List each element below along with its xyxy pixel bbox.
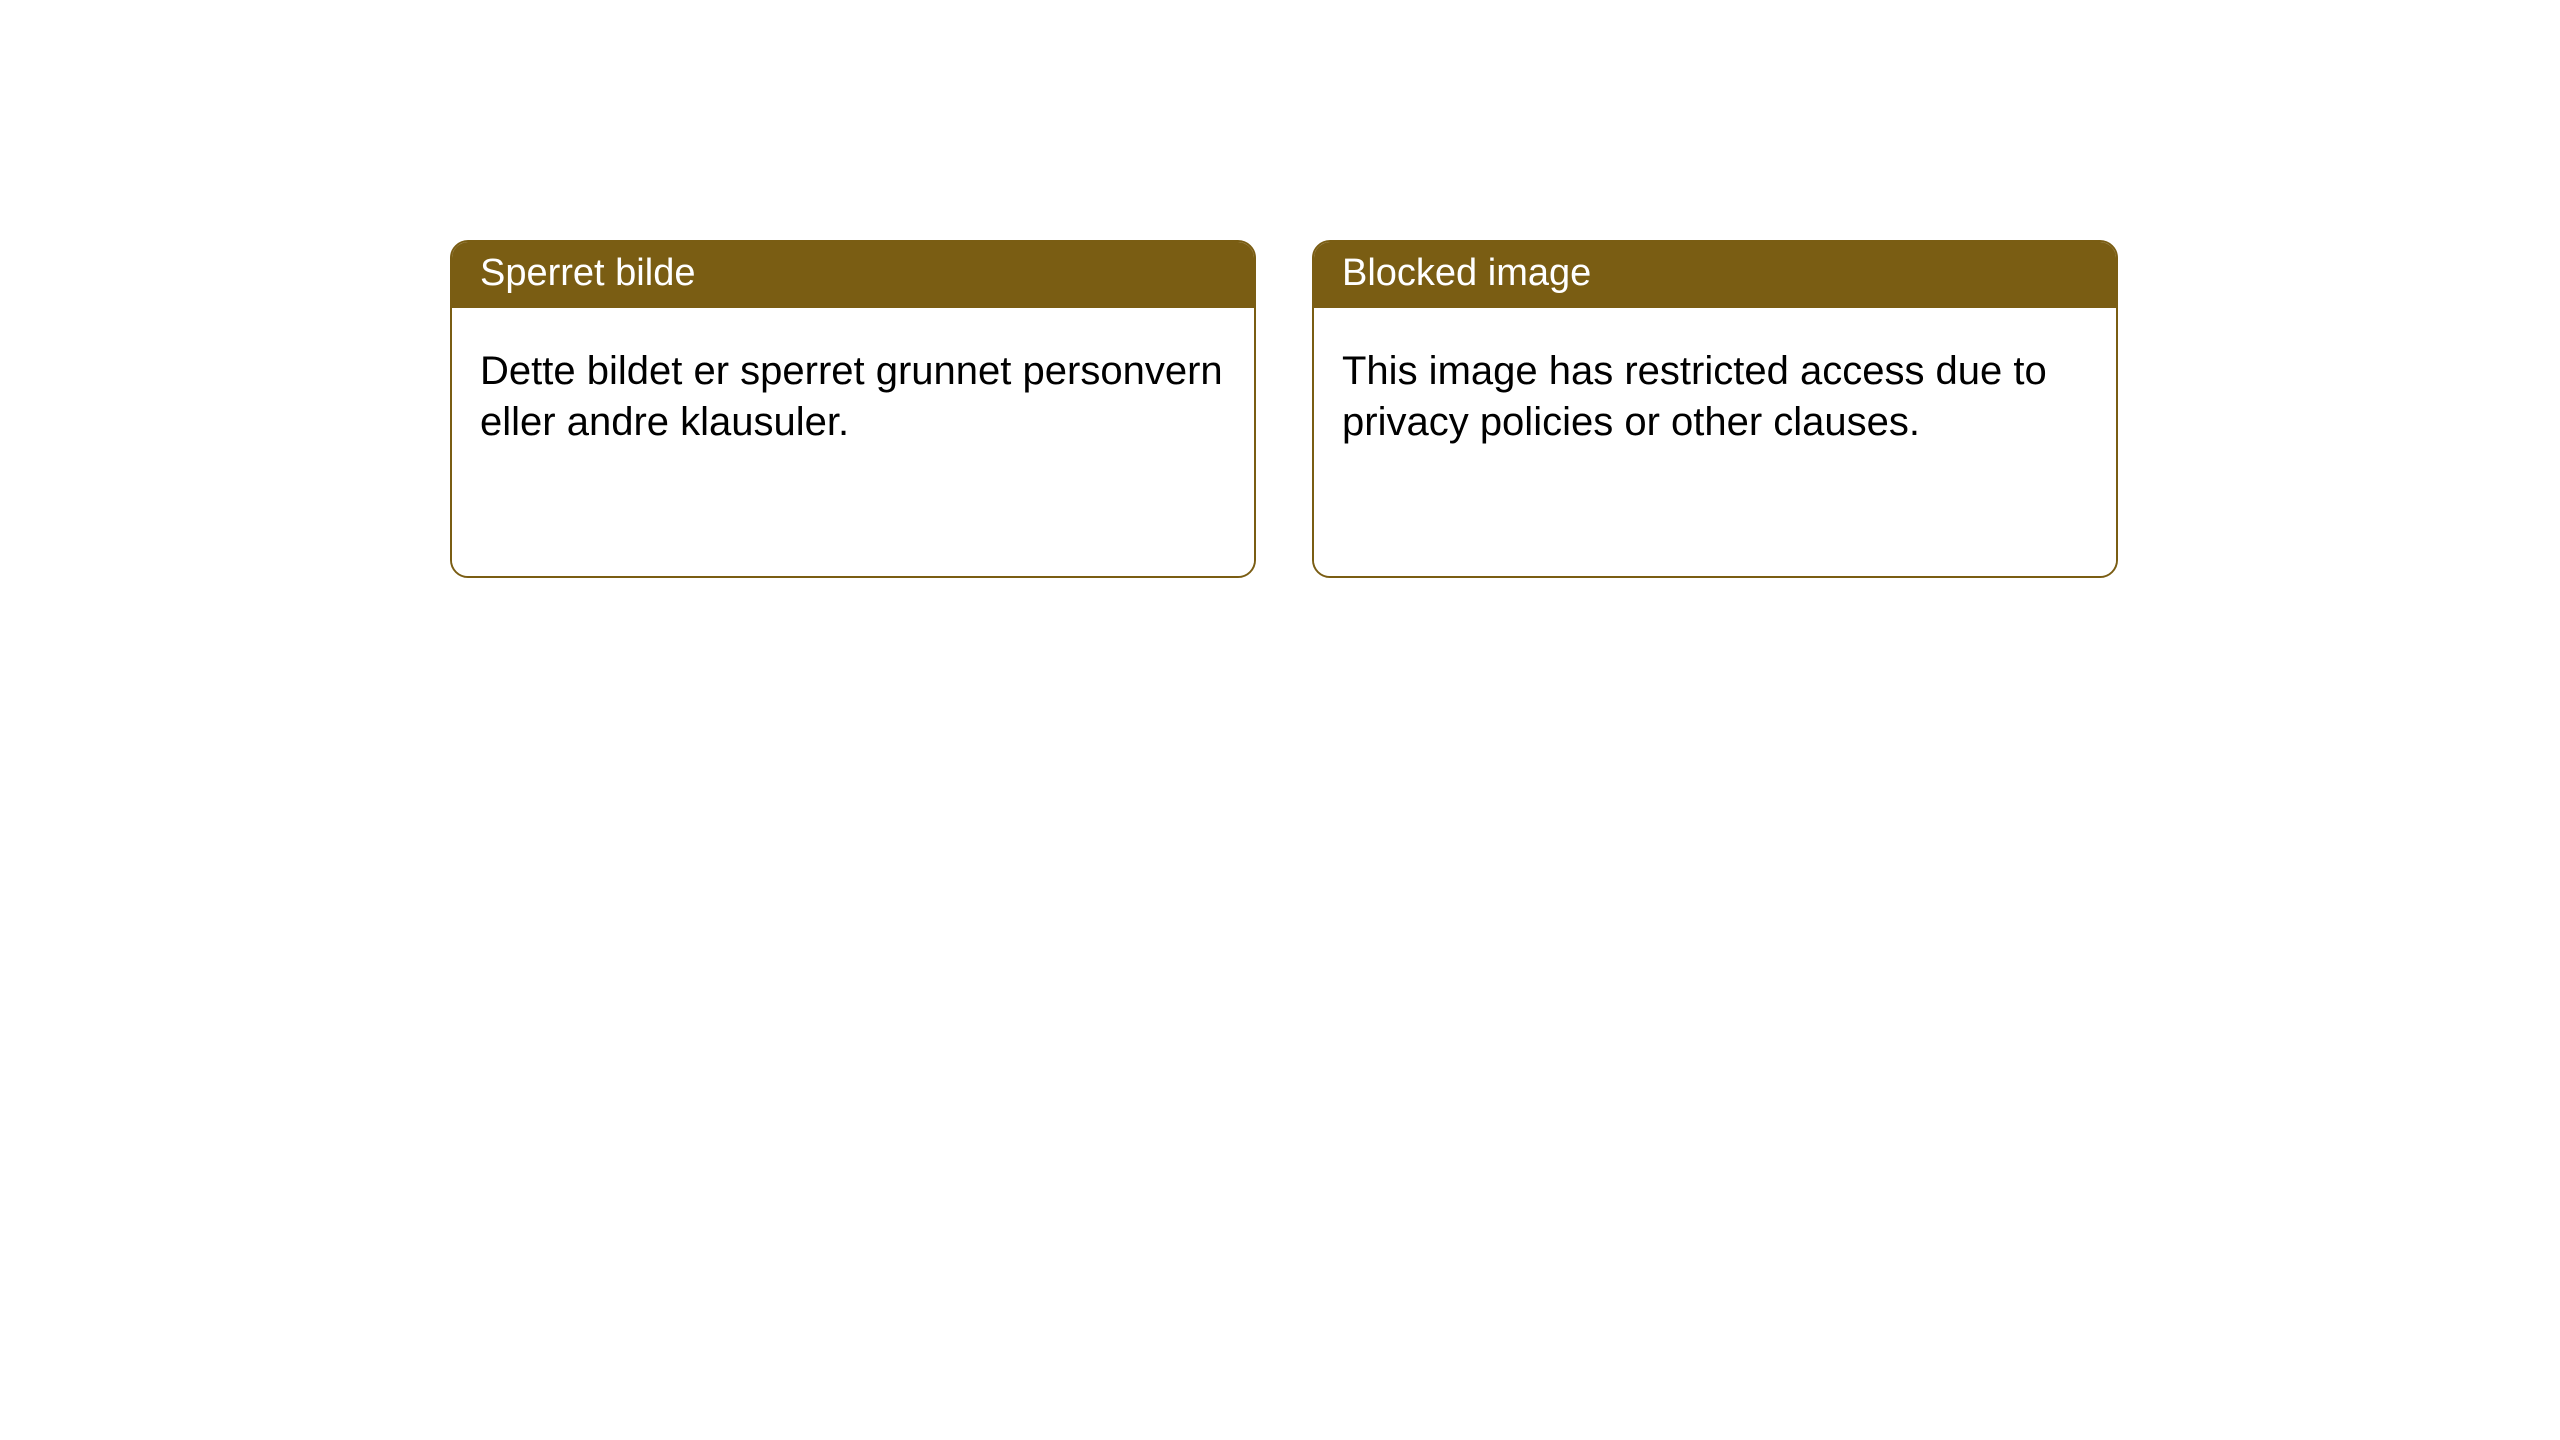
card-body-en: This image has restricted access due to …	[1314, 308, 2116, 576]
notice-container: Sperret bilde Dette bildet er sperret gr…	[450, 240, 2118, 578]
card-header-no: Sperret bilde	[452, 242, 1254, 308]
blocked-image-card-en: Blocked image This image has restricted …	[1312, 240, 2118, 578]
blocked-image-card-no: Sperret bilde Dette bildet er sperret gr…	[450, 240, 1256, 578]
card-header-en: Blocked image	[1314, 242, 2116, 308]
card-body-no: Dette bildet er sperret grunnet personve…	[452, 308, 1254, 576]
